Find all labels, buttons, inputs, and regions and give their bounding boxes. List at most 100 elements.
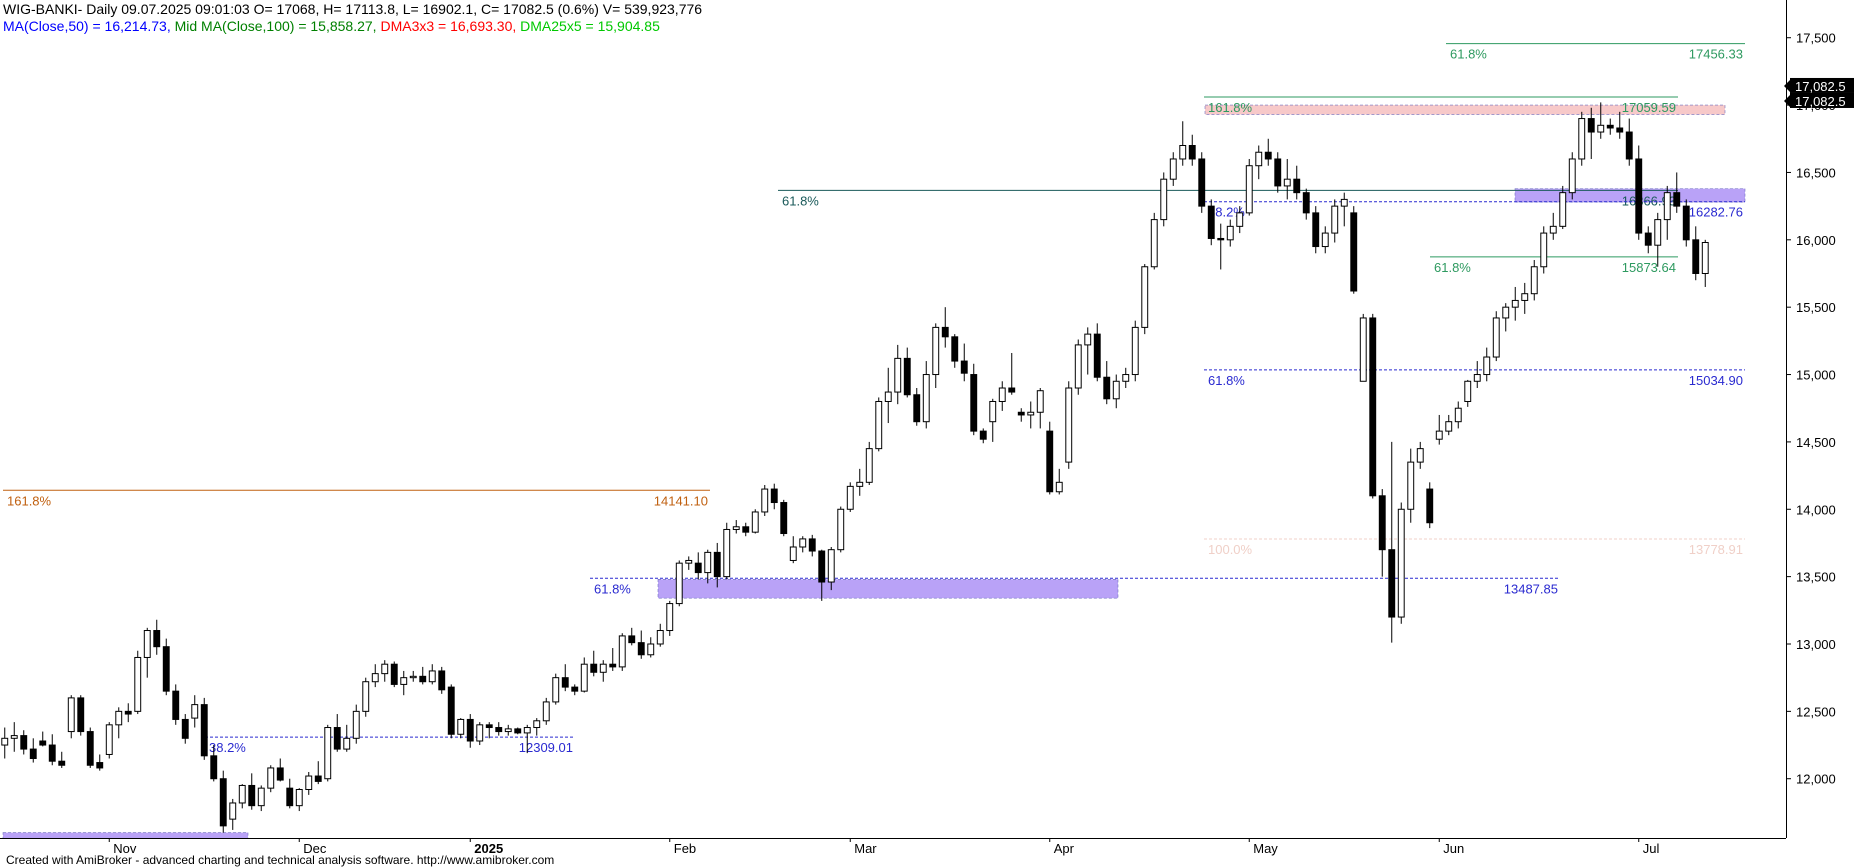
candle-up [400, 677, 408, 685]
candles [1, 102, 1709, 833]
fib-right-label: 12309.01 [519, 740, 573, 755]
candle-up [324, 727, 332, 780]
fib-right-label: 15873.64 [1622, 260, 1676, 275]
fib-left-label: 61.8% [782, 193, 819, 208]
last-price-pointer [1784, 94, 1790, 107]
candle-up [362, 681, 370, 712]
candle-up [932, 326, 940, 376]
candle-down [970, 374, 978, 432]
candle-down [20, 735, 28, 750]
candle-up [257, 787, 265, 807]
candle-down [200, 704, 208, 757]
candle-up [922, 374, 930, 423]
candle-down [1616, 127, 1624, 133]
candle-up [10, 735, 18, 739]
candle-down [941, 326, 949, 338]
last-price-box [1790, 92, 1854, 108]
candle-down [1378, 495, 1386, 551]
candle-up [647, 643, 655, 656]
candle-up [1521, 293, 1529, 301]
candle-up [1540, 232, 1548, 268]
dma25-legend: DMA25x5 = 15,904.85 [520, 18, 660, 34]
candle-up [1027, 411, 1035, 416]
candle-up [1141, 266, 1149, 328]
candle-up [666, 603, 674, 632]
candle-down [514, 728, 522, 734]
candle-up [352, 710, 360, 739]
candle-down [1264, 151, 1272, 160]
candle-down [96, 762, 104, 769]
candle-up [115, 710, 123, 726]
x-tick-label: Dec [303, 841, 327, 856]
x-tick-label: Nov [113, 841, 137, 856]
candle-down [1644, 232, 1652, 246]
candle-down [1217, 237, 1225, 241]
fib-right-label: 13487.85 [1504, 581, 1558, 596]
candle-up [1331, 205, 1339, 234]
candle-down [419, 675, 427, 683]
candle-down [162, 646, 170, 692]
candle-up [1445, 421, 1453, 432]
candle-up [1359, 317, 1367, 382]
candle-down [77, 697, 85, 733]
candle-down [1635, 158, 1643, 234]
candle-up [998, 387, 1006, 402]
candle-up [143, 630, 151, 658]
candle-up [238, 784, 246, 804]
candle-up [1407, 461, 1415, 510]
fib-left-label: 61.8% [1450, 47, 1487, 62]
candle-down [1188, 145, 1196, 160]
candle-up [599, 663, 607, 673]
candle-up [1492, 317, 1500, 358]
candle-up [1036, 390, 1044, 413]
candle-up [1483, 356, 1491, 376]
candle-up [1464, 380, 1472, 402]
candle-down [951, 336, 959, 362]
y-tick-label: 15,500 [1796, 300, 1836, 315]
candle-down [1274, 158, 1282, 187]
candle-down [571, 686, 579, 692]
x-tick-label: Jul [1643, 841, 1660, 856]
candle-up [1416, 448, 1424, 463]
candle-down [694, 562, 702, 574]
candle-up [1122, 374, 1130, 382]
candle-up [685, 559, 693, 564]
candle-down [742, 526, 750, 533]
dma3-legend: DMA3x3 = 16,693.30, [380, 18, 517, 34]
x-tick-label: Apr [1054, 841, 1075, 856]
candle-up [675, 562, 683, 605]
candle-up [1084, 333, 1092, 346]
candle-up [884, 391, 892, 402]
candle-up [371, 673, 379, 683]
candle-down [447, 686, 455, 735]
candle-up [343, 737, 351, 750]
candle-up [827, 549, 835, 583]
fib-right-label: 16282.76 [1689, 205, 1743, 220]
candle-down [219, 778, 227, 827]
candle-up [457, 718, 465, 735]
candle-down [485, 724, 493, 729]
candle-down [1350, 212, 1358, 292]
header-title: WIG-BANKI- Daily 09.07.2025 09:01:03 O= … [3, 1, 703, 17]
x-tick-label: Feb [674, 841, 696, 856]
candle-down [39, 740, 47, 746]
y-tick-label: 12,000 [1796, 772, 1836, 787]
candle-down [913, 394, 921, 423]
y-tick-label: 14,000 [1796, 502, 1836, 517]
candle-up [1454, 407, 1462, 423]
candle-down [561, 677, 569, 688]
candle-down [637, 642, 645, 656]
x-tick-label: Jun [1443, 841, 1464, 856]
last-price-box [1790, 77, 1854, 93]
candle-up [305, 775, 313, 790]
candle-up [875, 400, 883, 450]
candle-down [1388, 549, 1396, 618]
fib-left-label: 38.2% [1208, 205, 1245, 220]
candle-down [210, 755, 218, 780]
fib-left-label: 61.8% [1208, 373, 1245, 388]
candle-up [1654, 219, 1662, 246]
candle-up [865, 448, 873, 483]
candle-down [808, 538, 816, 552]
fib-left-label: 161.8% [1208, 100, 1253, 115]
candle-up [846, 485, 854, 510]
